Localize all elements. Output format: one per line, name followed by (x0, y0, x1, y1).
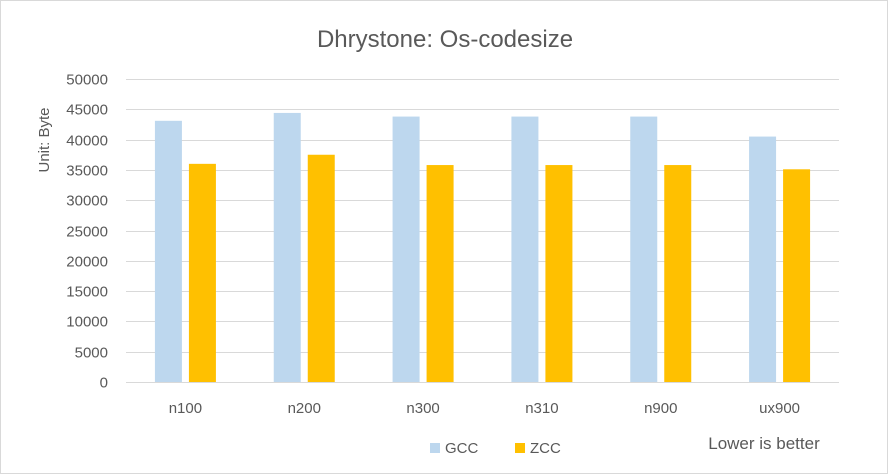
annotation-lower-is-better: Lower is better (708, 434, 820, 453)
x-tick-label: ux900 (759, 400, 800, 417)
bar-zcc-n300 (426, 165, 454, 382)
legend-label-zcc: ZCC (530, 440, 561, 457)
y-tick-labels: 0 5000 10000 15000 20000 25000 30000 35000 40000… (66, 72, 108, 392)
bar-gcc-n100 (154, 120, 182, 383)
y-tick-label: 50000 (66, 72, 108, 89)
y-tick-label: 40000 (66, 133, 108, 150)
bar-zcc-n900 (664, 165, 692, 382)
y-tick-label: 10000 (66, 314, 108, 331)
legend-swatch-zcc (515, 443, 525, 453)
y-tick-label: 30000 (66, 193, 108, 210)
bar-gcc-n310 (511, 116, 539, 383)
y-axis-label: Unit: Byte (36, 107, 53, 172)
legend: GCC ZCC (430, 440, 561, 457)
bar-gcc-ux900 (749, 136, 777, 382)
legend-swatch-gcc (430, 443, 440, 453)
x-tick-label: n100 (169, 400, 202, 417)
bar-zcc-n200 (307, 154, 335, 382)
bar-zcc-n100 (188, 163, 216, 382)
y-tick-label: 0 (100, 375, 108, 392)
bar-zcc-n310 (545, 165, 573, 382)
gridlines (126, 79, 839, 383)
legend-label-gcc: GCC (445, 440, 479, 457)
y-tick-label: 15000 (66, 284, 108, 301)
bar-zcc-ux900 (783, 169, 811, 382)
bar-gcc-n300 (392, 116, 420, 383)
y-tick-label: 45000 (66, 102, 108, 119)
x-tick-labels: n100 n200 n300 n310 n900 ux900 (169, 400, 800, 417)
chart-title: Dhrystone: Os-codesize (317, 26, 573, 53)
bar-gcc-n900 (630, 116, 658, 383)
y-tick-label: 20000 (66, 254, 108, 271)
x-tick-label: n200 (288, 400, 321, 417)
y-tick-label: 25000 (66, 224, 108, 241)
x-tick-label: n900 (644, 400, 677, 417)
y-tick-label: 5000 (75, 345, 108, 362)
x-tick-label: n300 (406, 400, 439, 417)
bar-gcc-n200 (273, 112, 301, 382)
x-tick-label: n310 (525, 400, 558, 417)
y-tick-label: 35000 (66, 163, 108, 180)
bars (154, 112, 811, 383)
